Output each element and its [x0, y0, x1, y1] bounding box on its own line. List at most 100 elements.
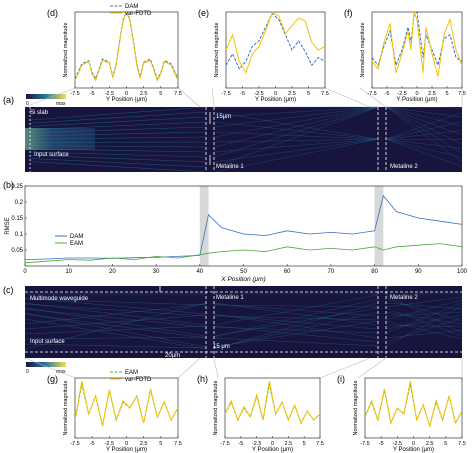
x-axis-label: Y Position (μm) — [106, 447, 147, 453]
x-axis-label: Y Position (μm) — [252, 447, 293, 453]
field-ray-a — [385, 138, 463, 149]
x-tick-label: 2.5 — [140, 91, 148, 97]
field-ray-a — [213, 106, 379, 138]
panel-label-i: (i) — [337, 374, 345, 384]
field-ray-a — [213, 111, 379, 140]
x-tick-label: -5 — [240, 91, 245, 97]
x-tick-label: -5 — [379, 441, 384, 447]
x-tick-label: 60 — [284, 269, 291, 275]
chart-f: -7.5 -5 -2.5 0 2.5 5 7.5 Y Position (μm) Normali… — [344, 8, 466, 103]
field-ray-c — [385, 307, 463, 337]
x-tick-label: -2.5 — [105, 91, 114, 97]
colorbar-a — [26, 94, 66, 99]
x-tick-label: 0 — [23, 269, 27, 275]
x-axis-label: Y Position (μm) — [396, 97, 437, 103]
y-tick-label: 0.2 — [15, 200, 24, 206]
series-line-eam — [364, 383, 463, 428]
x-tick-label: 90 — [415, 269, 422, 275]
field-ray-a — [385, 106, 463, 109]
x-tick-label: 5 — [445, 91, 448, 97]
x-tick-label: 7.5 — [174, 91, 182, 97]
si-slab-label: Si slab — [30, 110, 49, 116]
field-ray-c — [213, 313, 379, 339]
x-tick-label: 50 — [240, 269, 247, 275]
x-tick-label: 5 — [444, 441, 447, 447]
x-tick-label: -2.5 — [397, 91, 406, 97]
field-ray-c — [213, 304, 379, 308]
legend-label: EAM — [125, 370, 138, 376]
axes-frame — [24, 185, 463, 267]
connector-e-right — [324, 87, 371, 108]
field-ray-a — [29, 154, 207, 163]
field-ray-a — [29, 106, 207, 121]
field-ray-a — [385, 106, 463, 127]
field-map-c-rays — [24, 293, 463, 350]
charts-layer: -7.5 -5 -2.5 0 2.5 5 7.5 Y Position (μm) Normali… — [3, 4, 468, 453]
field-ray-c — [213, 294, 379, 326]
series-line-varfdtd — [225, 11, 326, 74]
field-ray-c — [24, 303, 207, 317]
connector-g-right — [177, 357, 201, 379]
field-ray-c — [24, 298, 207, 306]
legend-label: var-FDTD — [125, 11, 152, 17]
x-tick-label: 2.5 — [285, 441, 293, 447]
x-tick-label: -2.5 — [254, 91, 263, 97]
x-axis-label: Y Position (μm) — [255, 97, 296, 103]
scale-15um-label-c: 15 μm — [213, 344, 230, 350]
x-tick-label: 2.5 — [288, 91, 296, 97]
connector-h-left — [213, 357, 219, 379]
field-ray-c — [385, 320, 463, 340]
x-tick-label: 0 — [412, 441, 415, 447]
x-tick-label: 7.5 — [316, 441, 324, 447]
field-ray-c — [385, 294, 463, 334]
x-tick-label: -2.5 — [105, 441, 114, 447]
series-line-varfdtd — [74, 10, 179, 82]
x-tick-label: 5 — [159, 91, 162, 97]
field-map-c: (c) Multimode waveguide Input surface Me… — [3, 281, 463, 375]
field-ray-c — [385, 298, 463, 322]
panel-label-g: (g) — [47, 374, 58, 384]
x-axis-label: X Position (μm) — [220, 276, 265, 283]
field-map-a: (a) Si slab Input surface 15μm Metaline … — [3, 94, 463, 173]
field-beam-a — [25, 128, 95, 150]
field-ray-a — [213, 106, 379, 168]
field-ray-a — [385, 106, 463, 163]
x-tick-label: 0 — [125, 441, 128, 447]
connector-d-left — [24, 87, 76, 108]
x-tick-label: 2.5 — [428, 91, 436, 97]
field-ray-a — [385, 106, 463, 154]
y-axis-label: Normalized magnitude — [63, 22, 69, 77]
y-tick-label: 0.15 — [11, 216, 23, 222]
y-tick-label: 0.05 — [11, 248, 23, 254]
chart-e: -7.5 -5 -2.5 0 2.5 5 7.5 Y Position (μm) Normali… — [198, 8, 329, 103]
connector-f-left — [359, 87, 387, 108]
x-tick-label: 40 — [196, 269, 203, 275]
connector-d-right — [177, 87, 201, 108]
field-ray-c — [213, 311, 379, 349]
field-ray-a — [29, 151, 207, 158]
field-ray-a — [29, 116, 207, 127]
input-surface-label-c: Input surface — [30, 339, 65, 345]
x-tick-label: -5 — [90, 441, 95, 447]
field-ray-c — [213, 337, 379, 347]
y-tick-label: 0.1 — [15, 232, 24, 238]
field-ray-c — [24, 297, 207, 315]
metaline2-label-c: Metaline 2 — [390, 295, 418, 301]
x-tick-label: -7.5 — [367, 91, 376, 97]
x-tick-label: -5 — [385, 91, 390, 97]
x-tick-label: 2.5 — [426, 441, 434, 447]
connector-e-left — [211, 87, 215, 108]
panel-label-h: (h) — [197, 374, 208, 384]
panel-label-a: (a) — [3, 95, 14, 105]
field-ray-c — [385, 311, 463, 325]
x-tick-label: 70 — [328, 269, 335, 275]
legend-label: DAM — [70, 234, 83, 240]
field-ray-c — [385, 296, 463, 308]
x-tick-label: -5 — [90, 91, 95, 97]
field-ray-c — [213, 302, 379, 326]
field-ray-a — [213, 106, 379, 148]
metaline2-label-a: Metaline 2 — [390, 164, 418, 170]
axes-frame — [225, 11, 326, 89]
x-tick-label: 20 — [109, 269, 116, 275]
